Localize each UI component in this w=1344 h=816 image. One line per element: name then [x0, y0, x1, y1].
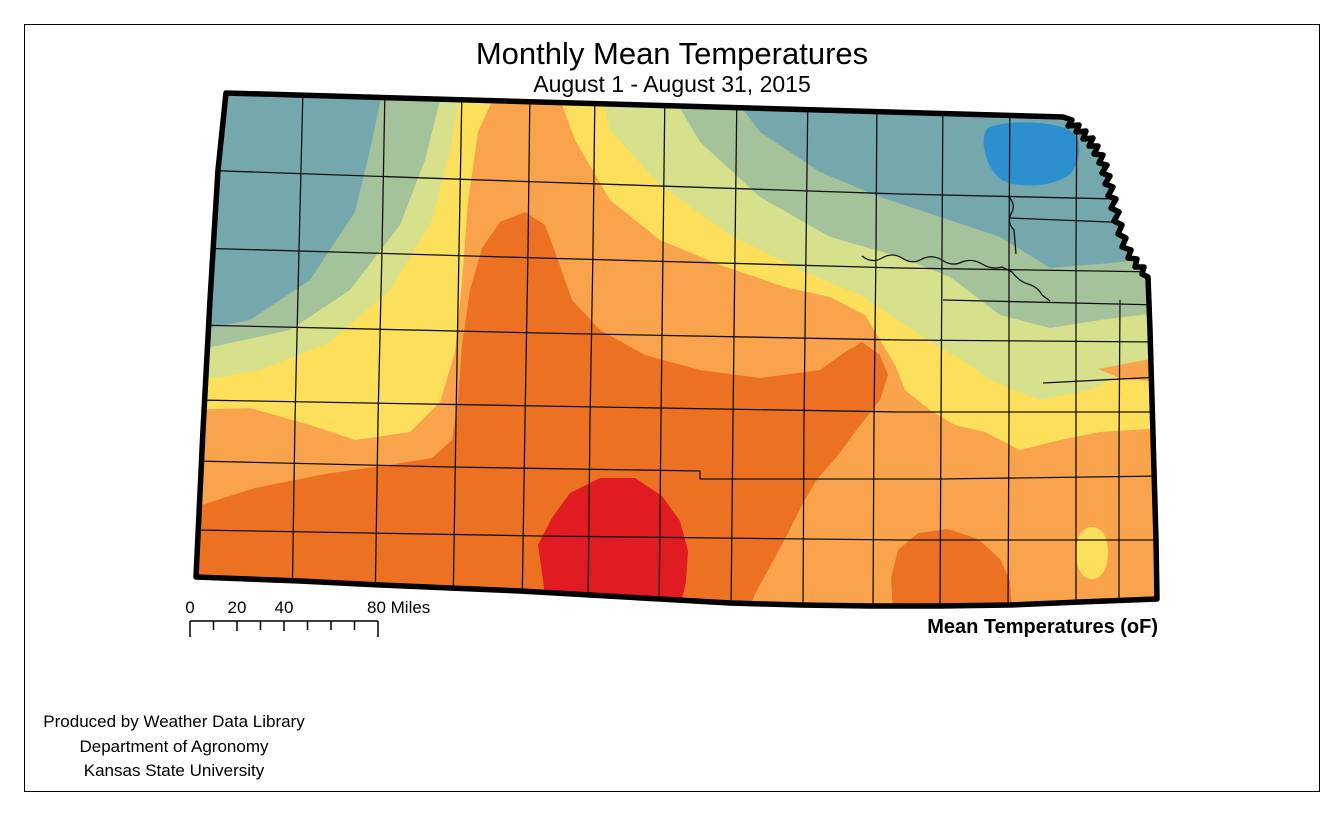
band-yellow-southeast-pocket [1076, 527, 1108, 579]
kansas-state-border [193, 90, 1160, 609]
band-red-hottest [538, 478, 688, 606]
county-boundaries [196, 93, 1157, 606]
band-teal-northwest [196, 93, 383, 334]
credit-line-3: Kansas State University [83, 761, 265, 780]
scale-bar [189, 620, 379, 637]
credits-block: Produced by Weather Data Library Departm… [36, 710, 312, 784]
band-darkorange-southeast [891, 529, 1012, 606]
scale-label-80-miles: 80 Miles [367, 598, 431, 617]
scale-label-0: 0 [185, 598, 195, 617]
temperature-contours [196, 93, 1157, 606]
band-darkorange-central [196, 212, 888, 606]
legend-label: Mean Temperatures (oF) [927, 616, 1158, 638]
map-subtitle: August 1 - August 31, 2015 [533, 71, 811, 97]
credit-line-1: Produced by Weather Data Library [43, 712, 305, 731]
map-title: Monthly Mean Temperatures [475, 36, 869, 71]
scale-label-20: 20 [227, 598, 247, 617]
credit-line-2: Department of Agronomy [79, 736, 269, 756]
scale-label-40: 40 [274, 598, 294, 617]
band-blue-coolest-spot [983, 122, 1080, 186]
